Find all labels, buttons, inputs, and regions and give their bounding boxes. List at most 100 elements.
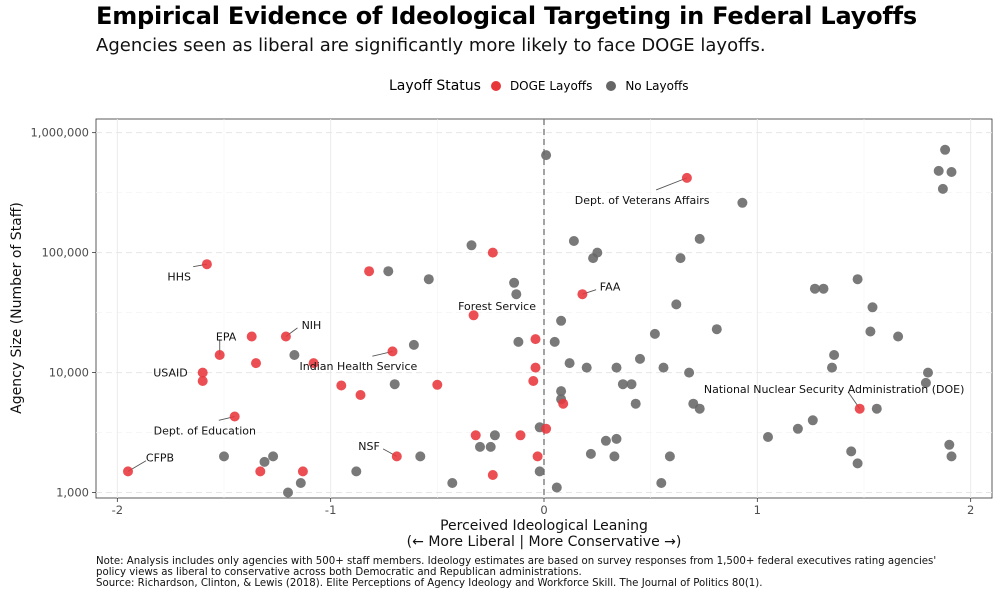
data-point-no-layoffs <box>792 423 803 434</box>
data-point-doge-layoffs <box>197 367 208 378</box>
legend-item-doge: DOGE Layoffs <box>490 79 593 93</box>
data-point-doge-layoffs <box>487 470 498 480</box>
data-point-no-layoffs <box>763 432 773 442</box>
data-point-no-layoffs <box>611 362 622 373</box>
data-point-no-layoffs <box>511 289 522 300</box>
data-point-no-layoffs <box>556 315 567 326</box>
grid-lines <box>96 119 992 498</box>
data-point-no-layoffs <box>658 362 669 373</box>
caption-source: Source: Richardson, Clinton, & Lewis (20… <box>96 578 763 590</box>
data-point-no-layoffs <box>920 377 931 388</box>
data-point-no-layoffs <box>551 482 562 493</box>
data-point-no-layoffs <box>609 451 620 462</box>
data-point-no-layoffs <box>485 441 496 452</box>
annotation-label: Dept. of Education <box>154 424 256 437</box>
data-point-no-layoffs <box>809 283 820 294</box>
data-point-doge-layoffs <box>681 172 692 183</box>
annotation-leader-line <box>655 177 688 191</box>
y-tick-label: 1,000 <box>56 486 89 500</box>
data-point-no-layoffs <box>466 240 477 251</box>
data-point-no-layoffs <box>541 150 552 161</box>
data-point-doge-layoffs <box>246 331 257 342</box>
data-points <box>123 144 957 498</box>
data-point-doge-layoffs <box>297 466 308 477</box>
data-point-no-layoffs <box>923 367 933 378</box>
x-axis-title-line2: (← More Liberal | More Conservative →) <box>407 534 682 550</box>
legend-item-no-layoffs: No Layoffs <box>606 79 688 93</box>
data-point-doge-layoffs <box>336 380 347 391</box>
data-point-doge-layoffs <box>470 430 481 441</box>
annotation-label: NSF <box>358 440 380 453</box>
data-point-no-layoffs <box>295 478 306 488</box>
data-point-no-layoffs <box>585 448 596 459</box>
data-point-no-layoffs <box>268 451 279 462</box>
data-point-no-layoffs <box>509 277 520 288</box>
data-point-doge-layoffs <box>364 266 375 277</box>
annotation-label: EPA <box>216 330 237 343</box>
caption: Note: Analysis includes only agencies wi… <box>96 556 936 590</box>
data-point-no-layoffs <box>283 487 293 498</box>
data-point-no-layoffs <box>630 398 641 409</box>
data-point-no-layoffs <box>617 379 628 390</box>
data-point-doge-layoffs <box>123 466 133 477</box>
y-tick-label: 10,000 <box>49 366 89 380</box>
data-point-no-layoffs <box>564 358 575 369</box>
data-point-no-layoffs <box>684 367 695 378</box>
data-point-no-layoffs <box>846 446 857 457</box>
data-point-no-layoffs <box>827 362 837 373</box>
data-point-no-layoffs <box>737 197 748 208</box>
data-point-no-layoffs <box>852 458 863 469</box>
data-point-doge-layoffs <box>387 346 398 357</box>
annotation-label: NIH <box>302 319 322 332</box>
data-point-doge-layoffs <box>214 350 225 360</box>
data-point-no-layoffs <box>946 167 957 177</box>
data-point-no-layoffs <box>489 430 500 441</box>
data-point-no-layoffs <box>867 302 878 313</box>
annotation-label: Forest Service <box>458 300 536 313</box>
data-point-doge-layoffs <box>468 310 479 321</box>
data-point-doge-layoffs <box>530 362 541 373</box>
data-point-doge-layoffs <box>541 423 552 434</box>
data-point-no-layoffs <box>534 466 545 477</box>
data-point-doge-layoffs <box>197 376 208 386</box>
x-tick-label: 2 <box>967 503 974 517</box>
data-point-doge-layoffs <box>854 403 865 414</box>
data-point-no-layoffs <box>635 353 645 364</box>
x-axis-title-line1: Perceived Ideological Leaning <box>440 518 648 534</box>
data-point-no-layoffs <box>893 331 904 342</box>
data-point-no-layoffs <box>568 236 579 246</box>
data-point-doge-layoffs <box>201 259 212 270</box>
data-point-no-layoffs <box>423 274 434 285</box>
annotation-label: FAA <box>600 281 621 294</box>
data-point-doge-layoffs <box>530 334 541 345</box>
data-point-no-layoffs <box>219 451 229 462</box>
data-point-doge-layoffs <box>308 358 319 369</box>
data-point-no-layoffs <box>871 403 882 414</box>
data-point-doge-layoffs <box>391 451 402 462</box>
data-point-no-layoffs <box>946 451 957 462</box>
data-point-no-layoffs <box>694 233 705 244</box>
data-point-no-layoffs <box>588 253 599 264</box>
data-point-no-layoffs <box>933 165 944 176</box>
caption-note-line2: policy views as liberal to conservative … <box>96 567 582 579</box>
data-point-no-layoffs <box>818 283 829 294</box>
data-point-no-layoffs <box>649 328 660 339</box>
data-point-no-layoffs <box>852 274 863 285</box>
legend: Layoff Status DOGE Layoffs No Layoffs <box>389 76 702 96</box>
annotation-label: CFPB <box>146 452 174 465</box>
data-point-no-layoffs <box>383 266 394 277</box>
data-point-no-layoffs <box>581 362 592 373</box>
data-point-no-layoffs <box>940 144 951 155</box>
data-point-no-layoffs <box>447 478 458 488</box>
y-tick-label: 100,000 <box>41 246 89 260</box>
caption-note-line1: Note: Analysis includes only agencies wi… <box>96 556 937 567</box>
data-point-doge-layoffs <box>229 411 240 422</box>
data-point-no-layoffs <box>671 299 682 310</box>
data-point-no-layoffs <box>611 433 622 444</box>
data-point-no-layoffs <box>944 439 955 450</box>
annotation-label: National Nuclear Security Administration… <box>704 383 964 396</box>
legend-label-doge: DOGE Layoffs <box>509 79 593 93</box>
data-point-no-layoffs <box>513 336 524 347</box>
annotation-label: HHS <box>167 271 191 284</box>
data-point-doge-layoffs <box>528 376 539 386</box>
